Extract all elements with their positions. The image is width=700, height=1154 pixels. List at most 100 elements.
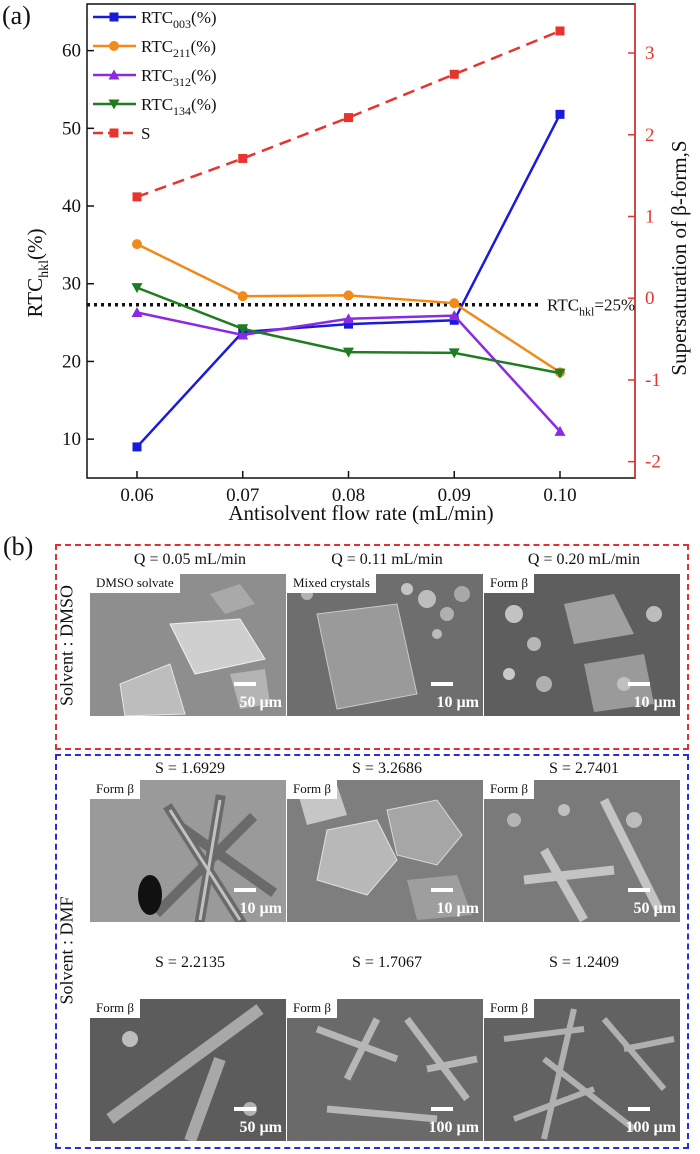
data-point bbox=[555, 26, 565, 36]
scale-bar bbox=[628, 682, 650, 686]
chart-legend: RTC003(%) RTC211(%) RTC312(%) RTC134(%) S bbox=[93, 8, 217, 143]
image-tag: Form β bbox=[484, 574, 535, 593]
y-tick-label-right: 0 bbox=[645, 288, 655, 309]
legend-label: RTC134(%) bbox=[141, 95, 217, 118]
dmso-solvent-label: Solvent : DMSO bbox=[56, 584, 77, 707]
data-point bbox=[554, 425, 566, 436]
dmso-caption-3: Q = 0.20 mL/min bbox=[527, 551, 641, 568]
y-tick-label-right: 3 bbox=[645, 43, 655, 64]
dmso-caption-2: Q = 0.11 mL/min bbox=[331, 551, 443, 568]
legend-marker bbox=[108, 99, 120, 110]
data-point bbox=[448, 348, 460, 359]
data-point bbox=[343, 313, 354, 324]
data-point bbox=[343, 347, 354, 358]
data-point bbox=[132, 442, 142, 452]
y-tick-label-left: 30 bbox=[62, 274, 81, 295]
series-0 bbox=[132, 109, 565, 452]
sem-image-dmf-3: Form β 50 µm bbox=[484, 780, 680, 922]
scale-bar bbox=[431, 682, 453, 686]
data-point bbox=[132, 239, 142, 250]
image-tag: Form β bbox=[484, 999, 535, 1018]
data-point bbox=[131, 283, 143, 294]
dmf-caption-6: S = 1.2409 bbox=[549, 954, 619, 971]
scale-bar bbox=[234, 682, 256, 686]
legend-label: RTC003(%) bbox=[141, 8, 217, 31]
y-tick-label-left: 20 bbox=[62, 351, 81, 372]
data-point bbox=[555, 109, 565, 119]
data-point bbox=[344, 113, 353, 123]
dmf-caption-4: S = 2.2135 bbox=[155, 954, 225, 971]
line-chart: (a) 0.06 0.07 0.08 0.09 0.10102030405060-2-1… bbox=[2, 1, 691, 525]
y-tick-label-right: 2 bbox=[645, 125, 655, 146]
series-3 bbox=[131, 283, 566, 379]
data-point bbox=[237, 329, 249, 340]
scale-bar bbox=[431, 1107, 453, 1111]
scale-label: 50 µm bbox=[633, 900, 676, 917]
sem-image-form-beta-dmso: Form β 10 µm bbox=[484, 574, 680, 716]
series-layer bbox=[131, 26, 566, 452]
sem-image-dmf-6: Form β 100 µm bbox=[484, 999, 680, 1141]
data-point bbox=[132, 192, 142, 202]
sem-image-dmso-solvate: DMSO solvate 50 µm bbox=[90, 574, 286, 716]
dmf-solvent-label: Solvent : DMF bbox=[56, 896, 77, 1005]
dmso-panel bbox=[55, 544, 689, 750]
dmf-caption-5: S = 1.7067 bbox=[352, 954, 422, 971]
data-point bbox=[131, 306, 143, 317]
legend-marker bbox=[109, 41, 119, 51]
scale-bar bbox=[234, 888, 256, 892]
image-tag: Form β bbox=[90, 780, 141, 799]
legend-item-0: RTC003(%) bbox=[93, 8, 217, 31]
y-tick-label-right: 1 bbox=[645, 206, 655, 227]
x-tick-label: 0.08 bbox=[332, 485, 365, 506]
dmso-caption-1: Q = 0.05 mL/min bbox=[133, 551, 247, 568]
scale-label: 100 µm bbox=[428, 1119, 479, 1136]
panel-b-label: (b) bbox=[3, 532, 34, 561]
dmf-caption-2: S = 3.2686 bbox=[352, 760, 422, 777]
scale-bar bbox=[628, 888, 650, 892]
series-line bbox=[136, 113, 562, 448]
data-point bbox=[344, 319, 353, 329]
chart-axes: 0.06 0.07 0.08 0.09 0.10 10 20 30 40 50 60 -2 -1 0 1 2 3 bbox=[62, 3, 661, 506]
series-1 bbox=[132, 239, 565, 378]
x-axis-label: Antisolvent flow rate (mL/min) bbox=[228, 501, 493, 525]
scale-bar bbox=[628, 1107, 650, 1111]
image-tag: Form β bbox=[90, 999, 141, 1018]
y-tick-label-left: 40 bbox=[62, 196, 81, 217]
data-point bbox=[238, 153, 248, 163]
dmf-caption-3: S = 2.7401 bbox=[549, 760, 619, 777]
y-tick-label-right: -2 bbox=[645, 452, 661, 473]
legend-item-2: RTC312(%) bbox=[93, 66, 217, 89]
y-tick-label-left: 10 bbox=[62, 429, 81, 450]
data-point bbox=[237, 324, 249, 335]
scale-bar bbox=[431, 888, 453, 892]
scale-label: 10 µm bbox=[633, 694, 676, 711]
legend-marker bbox=[109, 128, 119, 138]
reference-line-label: RTChkl=25% bbox=[547, 296, 635, 319]
image-tag: DMSO solvate bbox=[90, 574, 180, 593]
y-tick-label-left: 60 bbox=[62, 41, 81, 62]
dmf-panel bbox=[55, 754, 689, 1149]
x-tick-label: 0.10 bbox=[543, 485, 576, 506]
scale-label: 100 µm bbox=[625, 1119, 676, 1136]
legend-marker bbox=[109, 12, 119, 22]
data-point bbox=[448, 310, 460, 321]
scale-bar bbox=[234, 1107, 256, 1111]
scale-label: 10 µm bbox=[239, 900, 282, 917]
x-tick-label: 0.06 bbox=[120, 485, 153, 506]
data-point bbox=[237, 291, 248, 302]
sem-image-dmf-2: Form β 10 µm bbox=[287, 780, 483, 922]
scale-label: 10 µm bbox=[436, 900, 479, 917]
series-2 bbox=[131, 306, 566, 436]
image-tag: Form β bbox=[484, 780, 535, 799]
data-point bbox=[449, 315, 459, 325]
reference-line-group: RTChkl=25% bbox=[87, 296, 635, 319]
y-axis-label-right: Supersaturation of β-form,S bbox=[667, 140, 691, 375]
x-tick-label: 0.09 bbox=[438, 485, 471, 506]
legend-label: RTC312(%) bbox=[141, 66, 217, 89]
y-axis-label-left: RTChkl(%) bbox=[23, 229, 52, 318]
sem-image-dmf-4: Form β 50 µm bbox=[90, 999, 286, 1141]
legend-label: RTC211(%) bbox=[141, 37, 216, 60]
y-tick-label-right: -1 bbox=[645, 370, 661, 391]
legend-label: S bbox=[141, 124, 150, 143]
data-point bbox=[554, 368, 566, 379]
